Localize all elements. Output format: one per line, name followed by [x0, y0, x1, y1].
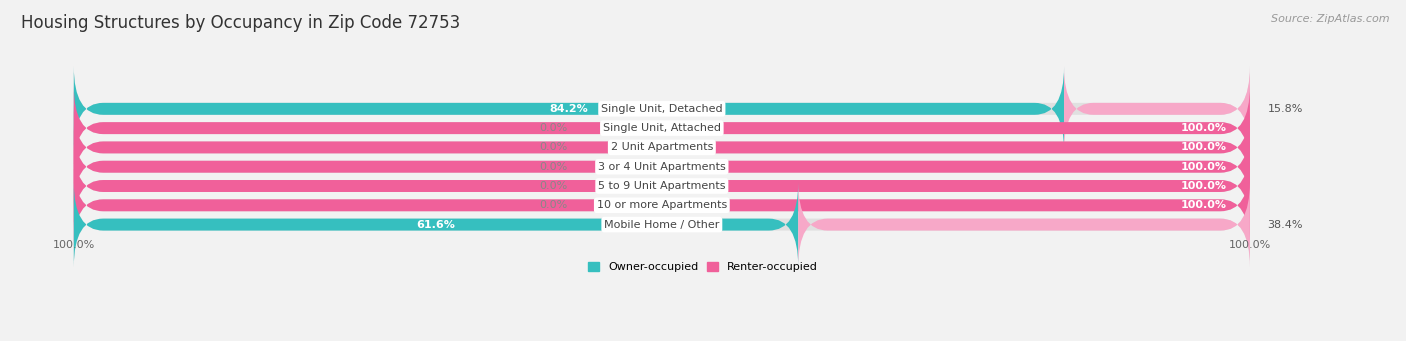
Text: 100.0%: 100.0%: [1181, 143, 1226, 152]
FancyBboxPatch shape: [73, 144, 1250, 228]
Text: 100.0%: 100.0%: [52, 240, 96, 250]
FancyBboxPatch shape: [1064, 66, 1250, 151]
FancyBboxPatch shape: [799, 182, 1250, 267]
FancyBboxPatch shape: [73, 105, 1250, 190]
Text: Source: ZipAtlas.com: Source: ZipAtlas.com: [1271, 14, 1389, 24]
Text: 0.0%: 0.0%: [540, 123, 568, 133]
FancyBboxPatch shape: [73, 144, 1250, 228]
FancyBboxPatch shape: [73, 124, 1250, 209]
Text: 3 or 4 Unit Apartments: 3 or 4 Unit Apartments: [598, 162, 725, 172]
Text: 38.4%: 38.4%: [1268, 220, 1303, 229]
Text: 100.0%: 100.0%: [1181, 200, 1226, 210]
FancyBboxPatch shape: [73, 105, 1250, 190]
Legend: Owner-occupied, Renter-occupied: Owner-occupied, Renter-occupied: [583, 257, 823, 277]
Text: 0.0%: 0.0%: [540, 162, 568, 172]
FancyBboxPatch shape: [73, 86, 1250, 170]
Text: 100.0%: 100.0%: [1181, 123, 1226, 133]
Text: 100.0%: 100.0%: [1181, 181, 1226, 191]
Text: 0.0%: 0.0%: [540, 143, 568, 152]
FancyBboxPatch shape: [73, 182, 799, 267]
Text: 5 to 9 Unit Apartments: 5 to 9 Unit Apartments: [598, 181, 725, 191]
Text: 100.0%: 100.0%: [1229, 240, 1271, 250]
FancyBboxPatch shape: [73, 163, 1250, 248]
FancyBboxPatch shape: [73, 182, 1250, 267]
Text: Housing Structures by Occupancy in Zip Code 72753: Housing Structures by Occupancy in Zip C…: [21, 14, 460, 32]
FancyBboxPatch shape: [73, 163, 1250, 248]
Text: Mobile Home / Other: Mobile Home / Other: [605, 220, 720, 229]
Text: 84.2%: 84.2%: [550, 104, 588, 114]
Text: 2 Unit Apartments: 2 Unit Apartments: [610, 143, 713, 152]
Text: 61.6%: 61.6%: [416, 220, 456, 229]
Text: Single Unit, Detached: Single Unit, Detached: [600, 104, 723, 114]
Text: 15.8%: 15.8%: [1268, 104, 1303, 114]
Text: 100.0%: 100.0%: [1181, 162, 1226, 172]
Text: 0.0%: 0.0%: [540, 181, 568, 191]
FancyBboxPatch shape: [73, 86, 1250, 170]
Text: 0.0%: 0.0%: [540, 200, 568, 210]
FancyBboxPatch shape: [73, 66, 1250, 151]
FancyBboxPatch shape: [73, 66, 1064, 151]
Text: 10 or more Apartments: 10 or more Apartments: [596, 200, 727, 210]
Text: Single Unit, Attached: Single Unit, Attached: [603, 123, 721, 133]
FancyBboxPatch shape: [73, 124, 1250, 209]
